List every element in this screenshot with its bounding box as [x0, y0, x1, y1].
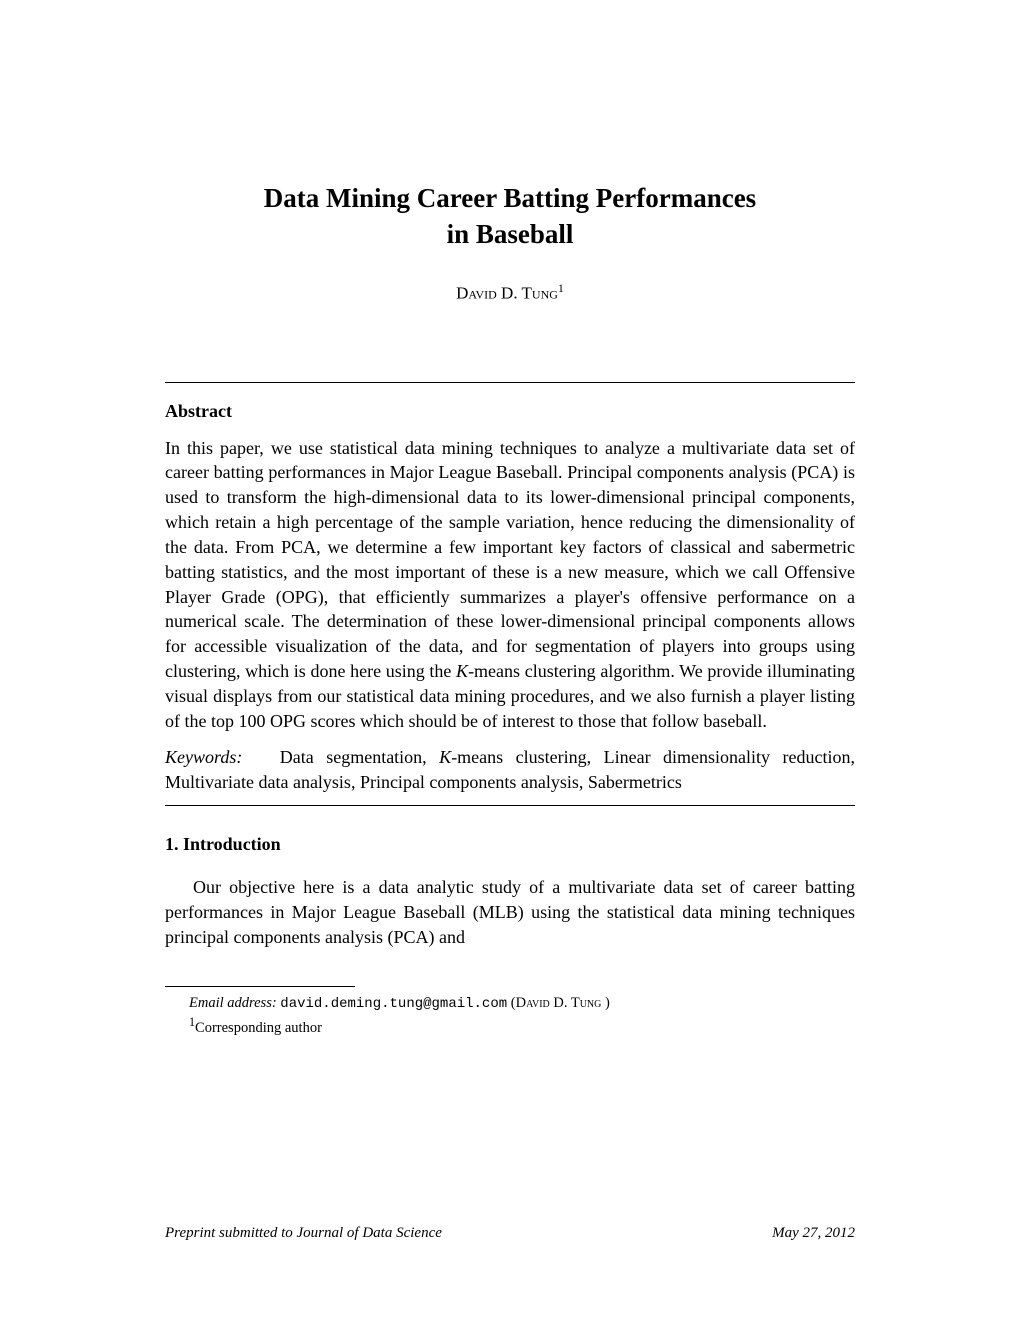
- abstract-top-rule: [165, 382, 855, 383]
- author-line: David D. Tung1: [165, 281, 855, 304]
- title-line-2: in Baseball: [447, 219, 574, 249]
- abstract-heading: Abstract: [165, 401, 855, 422]
- footnote-email-label: Email address:: [189, 995, 277, 1011]
- keywords-label: Keywords:: [165, 747, 242, 767]
- title-line-1: Data Mining Career Batting Performances: [264, 183, 756, 213]
- footnote-separator: [165, 986, 355, 987]
- footer-right: May 27, 2012: [772, 1225, 855, 1242]
- author-superscript: 1: [558, 281, 564, 295]
- footer-left: Preprint submitted to Journal of Data Sc…: [165, 1225, 442, 1242]
- author-name: David D. Tung: [456, 284, 558, 303]
- page-footer: Preprint submitted to Journal of Data Sc…: [165, 1225, 855, 1242]
- paper-title: Data Mining Career Batting Performances …: [165, 180, 855, 253]
- footnote-corresponding-text: Corresponding author: [195, 1020, 322, 1036]
- section-1-body: Our objective here is a data analytic st…: [165, 875, 855, 949]
- footnote-email-author: (David D. Tung ): [511, 995, 610, 1011]
- footnote-email: Email address: david.deming.tung@gmail.c…: [165, 993, 855, 1015]
- section-1-heading: 1. Introduction: [165, 834, 855, 855]
- abstract-bottom-rule: [165, 805, 855, 806]
- abstract-body: In this paper, we use statistical data m…: [165, 436, 855, 734]
- keywords-block: Keywords: Data segmentation, K-means clu…: [165, 745, 855, 795]
- footnote-corresponding: 1Corresponding author: [165, 1014, 855, 1038]
- footnote-email-address: david.deming.tung@gmail.com: [280, 996, 507, 1012]
